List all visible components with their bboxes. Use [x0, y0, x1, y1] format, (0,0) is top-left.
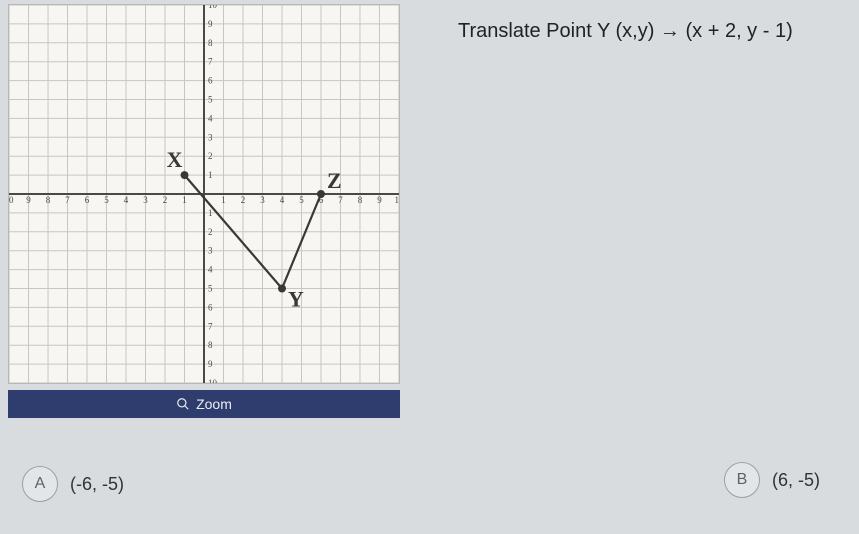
- svg-text:10: 10: [394, 195, 399, 205]
- zoom-label: Zoom: [196, 396, 232, 412]
- svg-text:6: 6: [208, 302, 213, 312]
- svg-text:8: 8: [208, 340, 213, 350]
- answer-option-b[interactable]: B (6, -5): [724, 462, 820, 498]
- svg-text:2: 2: [208, 151, 212, 161]
- grid-svg: 1098765432112345678910109876543211234567…: [9, 5, 399, 383]
- svg-text:3: 3: [208, 246, 213, 256]
- svg-text:3: 3: [208, 132, 213, 142]
- question-text: Translate Point Y (x,y) → (x + 2, y - 1): [458, 20, 793, 43]
- answer-option-a[interactable]: A (-6, -5): [22, 466, 124, 502]
- svg-text:7: 7: [208, 321, 213, 331]
- svg-text:4: 4: [124, 195, 129, 205]
- svg-text:9: 9: [208, 359, 213, 369]
- svg-text:5: 5: [208, 283, 213, 293]
- svg-text:4: 4: [208, 265, 213, 275]
- svg-text:2: 2: [208, 227, 212, 237]
- svg-text:9: 9: [208, 19, 213, 29]
- zoom-bar[interactable]: Zoom: [8, 390, 400, 418]
- svg-text:10: 10: [208, 5, 217, 10]
- svg-text:8: 8: [358, 195, 363, 205]
- svg-text:10: 10: [208, 378, 217, 383]
- svg-text:7: 7: [65, 195, 70, 205]
- svg-text:6: 6: [85, 195, 90, 205]
- answer-letter-b[interactable]: B: [724, 462, 760, 498]
- svg-text:7: 7: [208, 57, 213, 67]
- answer-value-a: (-6, -5): [70, 474, 124, 495]
- svg-text:4: 4: [280, 195, 285, 205]
- svg-text:5: 5: [208, 94, 213, 104]
- svg-text:1: 1: [208, 170, 212, 180]
- svg-text:4: 4: [208, 113, 213, 123]
- svg-text:1: 1: [208, 208, 212, 218]
- svg-text:2: 2: [163, 195, 167, 205]
- svg-text:1: 1: [182, 195, 186, 205]
- svg-text:1: 1: [221, 195, 225, 205]
- svg-text:9: 9: [377, 195, 382, 205]
- answer-value-b: (6, -5): [772, 470, 820, 491]
- svg-text:5: 5: [104, 195, 109, 205]
- svg-text:9: 9: [26, 195, 31, 205]
- svg-text:10: 10: [9, 195, 14, 205]
- svg-text:3: 3: [260, 195, 265, 205]
- svg-text:6: 6: [208, 76, 213, 86]
- svg-text:8: 8: [46, 195, 51, 205]
- zoom-icon: [176, 397, 190, 411]
- svg-text:2: 2: [241, 195, 245, 205]
- coordinate-graph: 1098765432112345678910109876543211234567…: [8, 4, 400, 384]
- svg-text:X: X: [167, 148, 183, 172]
- answer-letter-a[interactable]: A: [22, 466, 58, 502]
- svg-text:5: 5: [299, 195, 304, 205]
- svg-text:7: 7: [338, 195, 343, 205]
- svg-text:Z: Z: [327, 169, 342, 193]
- svg-text:8: 8: [208, 38, 213, 48]
- svg-text:3: 3: [143, 195, 148, 205]
- svg-text:Y: Y: [288, 287, 304, 311]
